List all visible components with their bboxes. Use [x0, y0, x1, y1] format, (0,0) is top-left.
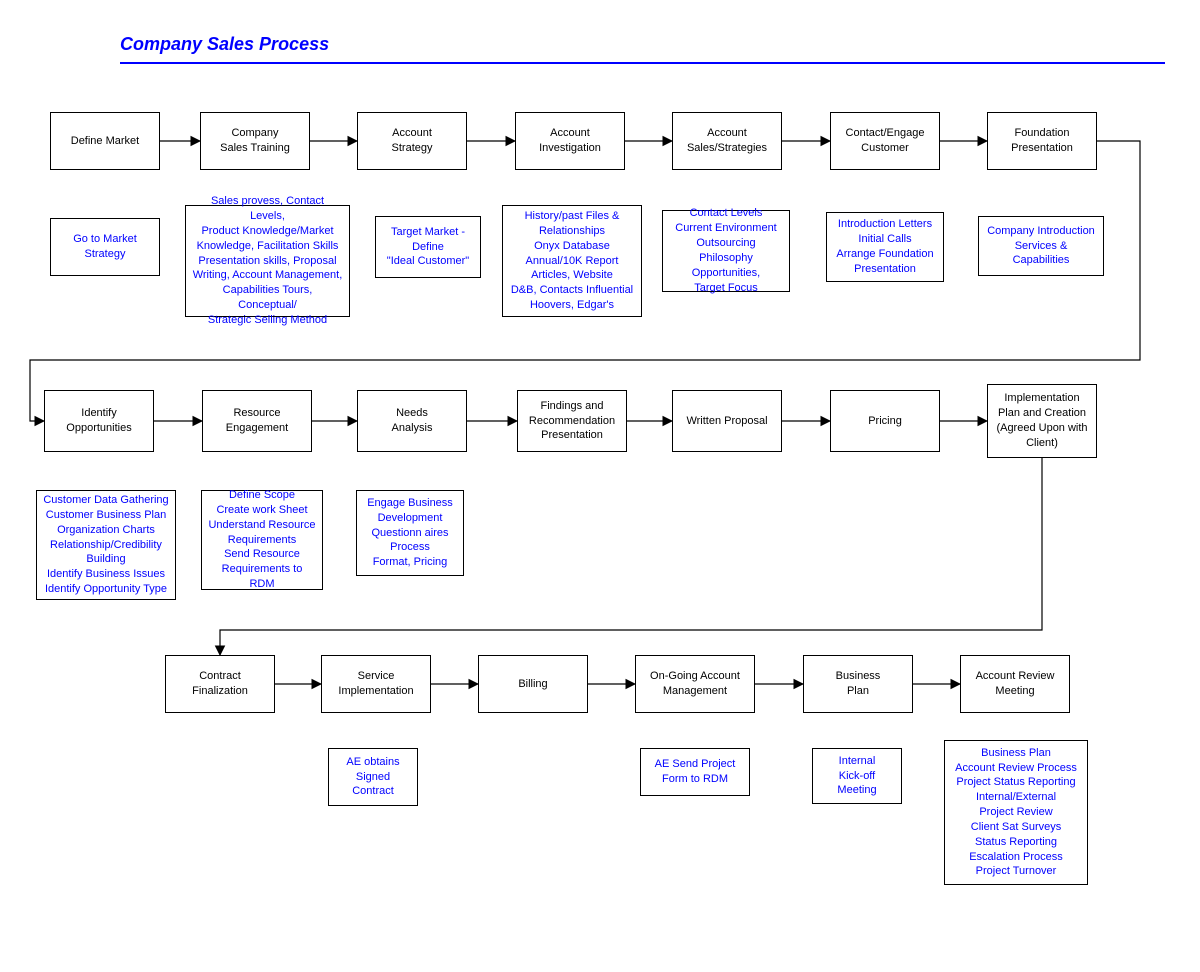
process-box-r2n3: Needs Analysis	[357, 390, 467, 452]
detail-box-r2d2: Define Scope Create work Sheet Understan…	[201, 490, 323, 590]
detail-box-r3d5: Internal Kick-off Meeting	[812, 748, 902, 804]
detail-box-r1d7: Company Introduction Services & Capabili…	[978, 216, 1104, 276]
detail-box-r1d1: Go to Market Strategy	[50, 218, 160, 276]
edge	[220, 458, 1042, 655]
detail-box-r1d3: Target Market - Define "Ideal Customer"	[375, 216, 481, 278]
process-box-r1n5: Account Sales/Strategies	[672, 112, 782, 170]
process-box-r3n6: Account Review Meeting	[960, 655, 1070, 713]
process-box-r2n1: Identify Opportunities	[44, 390, 154, 452]
detail-box-r1d2: Sales provess, Contact Levels, Product K…	[185, 205, 350, 317]
process-box-r2n2: Resource Engagement	[202, 390, 312, 452]
process-box-r2n6: Pricing	[830, 390, 940, 452]
detail-box-r2d3: Engage Business Development Questionn ai…	[356, 490, 464, 576]
process-box-r1n2: Company Sales Training	[200, 112, 310, 170]
detail-box-r3d6: Business Plan Account Review Process Pro…	[944, 740, 1088, 885]
diagram-title: Company Sales Process	[120, 34, 329, 55]
detail-box-r1d5: Contact Levels Current Environment Outso…	[662, 210, 790, 292]
process-box-r1n7: Foundation Presentation	[987, 112, 1097, 170]
detail-box-r3d4: AE Send Project Form to RDM	[640, 748, 750, 796]
process-box-r3n3: Billing	[478, 655, 588, 713]
process-box-r3n1: Contract Finalization	[165, 655, 275, 713]
process-box-r1n4: Account Investigation	[515, 112, 625, 170]
process-box-r2n7: Implementation Plan and Creation (Agreed…	[987, 384, 1097, 458]
process-box-r3n4: On-Going Account Management	[635, 655, 755, 713]
detail-box-r2d1: Customer Data Gathering Customer Busines…	[36, 490, 176, 600]
detail-box-r3d2: AE obtains Signed Contract	[328, 748, 418, 806]
process-box-r2n5: Written Proposal	[672, 390, 782, 452]
process-box-r1n6: Contact/Engage Customer	[830, 112, 940, 170]
process-box-r3n2: Service Implementation	[321, 655, 431, 713]
process-box-r1n3: Account Strategy	[357, 112, 467, 170]
process-box-r2n4: Findings and Recommendation Presentation	[517, 390, 627, 452]
detail-box-r1d4: History/past Files & Relationships Onyx …	[502, 205, 642, 317]
process-box-r3n5: Business Plan	[803, 655, 913, 713]
process-box-r1n1: Define Market	[50, 112, 160, 170]
title-underline	[120, 62, 1165, 64]
detail-box-r1d6: Introduction Letters Initial Calls Arran…	[826, 212, 944, 282]
